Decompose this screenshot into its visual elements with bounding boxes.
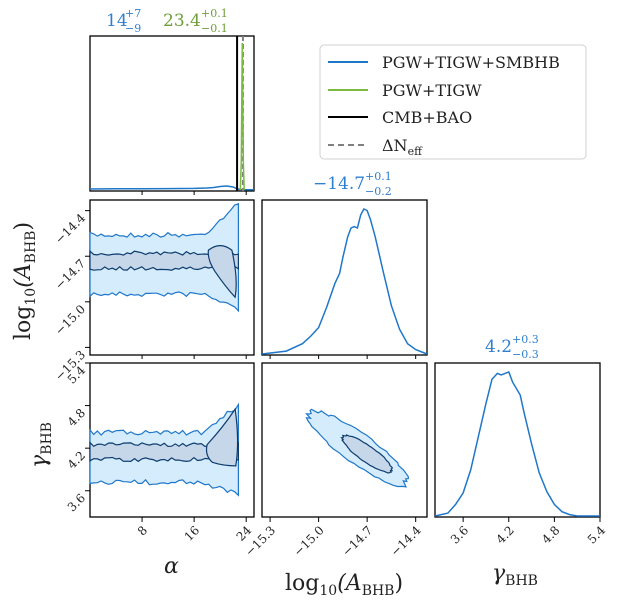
title-logA: −14.7 <box>313 174 365 194</box>
panel-frame-0-0 <box>89 35 255 192</box>
xtick-label-log10_A_BHB-1: −15.0 <box>291 523 327 559</box>
marginal-alpha-pgw-tigw <box>239 42 245 191</box>
ytick-label-gamma_BHB-0: 3.6 <box>65 491 88 514</box>
title-alpha-pgw: 23.4 <box>163 11 201 31</box>
marginal-alpha-smbhb <box>89 185 254 191</box>
title-logA-plus: +0.1 <box>365 170 392 183</box>
contour-hotspot-alpha-logA <box>207 244 237 299</box>
ytick-label-gamma_BHB-1: 4.2 <box>65 448 88 471</box>
xlabel-logA: log10(ABHB) <box>285 571 403 599</box>
title-gamma-plus: +0.3 <box>512 333 539 346</box>
xtick-label-log10_A_BHB-3: −14.4 <box>388 523 424 559</box>
title-alpha-smbhb-minus: −9 <box>125 22 141 35</box>
ytick-label-log10_A_BHB-2: −14.7 <box>52 256 88 292</box>
legend-frame <box>319 44 587 160</box>
title-gamma-minus: −0.3 <box>512 348 539 361</box>
xtick-label-gamma_BHB-1: 4.2 <box>493 523 516 546</box>
marginal-gamma-smbhb <box>434 371 600 517</box>
ylabel-gamma: γBHB <box>27 422 55 468</box>
title-gamma: 4.2 <box>485 337 512 357</box>
xtick-label-gamma_BHB-0: 3.6 <box>448 523 471 546</box>
marginal-logA-smbhb <box>261 208 428 355</box>
title-alpha-smbhb-plus: +7 <box>125 7 141 20</box>
contour-inner-alpha-gamma <box>89 441 239 463</box>
title-alpha-pgw-plus: +0.1 <box>201 7 228 20</box>
xlabel-alpha: α <box>164 554 179 579</box>
ytick-label-gamma_BHB-2: 4.8 <box>65 406 88 429</box>
title-alpha-smbhb: 14 <box>106 11 128 31</box>
xtick-label-gamma_BHB-2: 4.8 <box>539 523 562 546</box>
xtick-label-alpha-0: 8 <box>135 523 150 538</box>
xtick-label-log10_A_BHB-2: −14.7 <box>339 523 375 559</box>
xtick-label-alpha-1: 16 <box>182 523 203 544</box>
xlabel-gamma: γBHB <box>492 561 538 589</box>
legend-label-neff: ΔNeff <box>382 136 423 158</box>
title-alpha-pgw-minus: −0.1 <box>201 22 228 35</box>
panel-frame-2-2 <box>434 362 601 518</box>
contour-hotspot-alpha-gamma <box>205 407 239 467</box>
legend-label-pgw-tigw: PGW+TIGW <box>382 81 482 100</box>
panel-frame-1-1 <box>261 199 428 356</box>
title-logA-minus: −0.2 <box>365 185 392 198</box>
contour-inner-logA-gamma <box>340 434 394 474</box>
panel-frame-2-1 <box>261 362 428 518</box>
legend-label-cmb-bao: CMB+BAO <box>382 108 472 127</box>
legend-label-smbhb: PGW+TIGW+SMBHB <box>382 53 560 72</box>
ytick-label-log10_A_BHB-1: −15.0 <box>52 302 88 338</box>
ylabel-logA: log10(ABHB) <box>11 222 39 340</box>
legend: PGW+TIGW+SMBHB PGW+TIGW CMB+BAO ΔNeff <box>319 44 587 160</box>
ytick-label-log10_A_BHB-3: −14.4 <box>52 211 88 247</box>
xtick-label-gamma_BHB-3: 5.4 <box>585 523 609 547</box>
contour-inner-alpha-logA <box>89 249 239 272</box>
